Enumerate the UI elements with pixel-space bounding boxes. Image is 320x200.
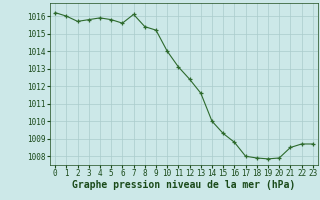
- X-axis label: Graphe pression niveau de la mer (hPa): Graphe pression niveau de la mer (hPa): [72, 180, 296, 190]
